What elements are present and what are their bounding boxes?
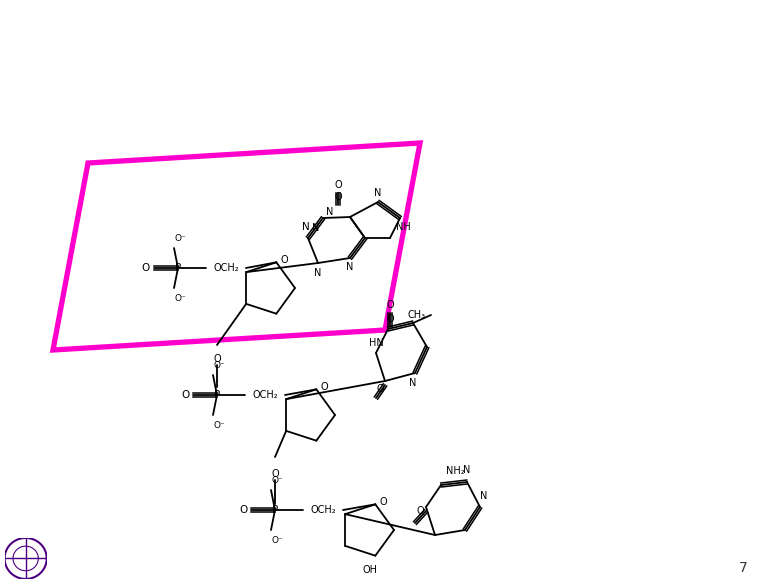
Text: O: O [271,469,279,479]
Text: O: O [416,506,424,516]
Text: O: O [213,354,221,364]
Text: O: O [376,384,384,394]
Text: O: O [379,498,387,507]
Text: O: O [320,382,328,392]
Text: P: P [272,505,278,515]
Text: N: N [480,491,488,501]
Text: O: O [334,180,342,190]
Text: N: N [302,222,310,232]
Text: O⁻: O⁻ [213,360,225,370]
Text: CH₃: CH₃ [408,310,426,320]
Text: N: N [346,262,354,272]
Text: OCH₂: OCH₂ [213,263,239,273]
Text: OH: OH [363,565,378,575]
Text: O⁻: O⁻ [174,294,186,302]
Text: O⁻: O⁻ [213,421,225,430]
Text: HN: HN [368,338,383,348]
Text: O: O [386,314,394,324]
Text: O: O [239,505,247,515]
Text: OCH₂: OCH₂ [310,505,336,515]
Text: O: O [142,263,150,273]
Text: N: N [326,207,334,217]
Text: O⁻: O⁻ [271,475,283,485]
Text: N: N [375,188,381,198]
Text: O⁻: O⁻ [271,536,283,544]
Text: 7: 7 [739,561,748,575]
Text: N: N [313,223,319,233]
Text: P: P [214,390,220,400]
Text: O: O [181,390,189,400]
Text: O: O [280,255,288,265]
Text: N: N [314,268,322,278]
Text: NH: NH [395,222,411,232]
Text: N: N [409,378,417,388]
Text: P: P [175,263,181,273]
Text: N: N [463,465,470,475]
Text: O: O [334,192,342,202]
Text: OCH₂: OCH₂ [252,390,278,400]
Text: O: O [386,300,394,310]
Text: O⁻: O⁻ [174,233,186,243]
Text: Nucleotides = Monomers of DNA and RNA: Nucleotides = Monomers of DNA and RNA [14,29,699,57]
Text: NH₂: NH₂ [446,466,464,476]
